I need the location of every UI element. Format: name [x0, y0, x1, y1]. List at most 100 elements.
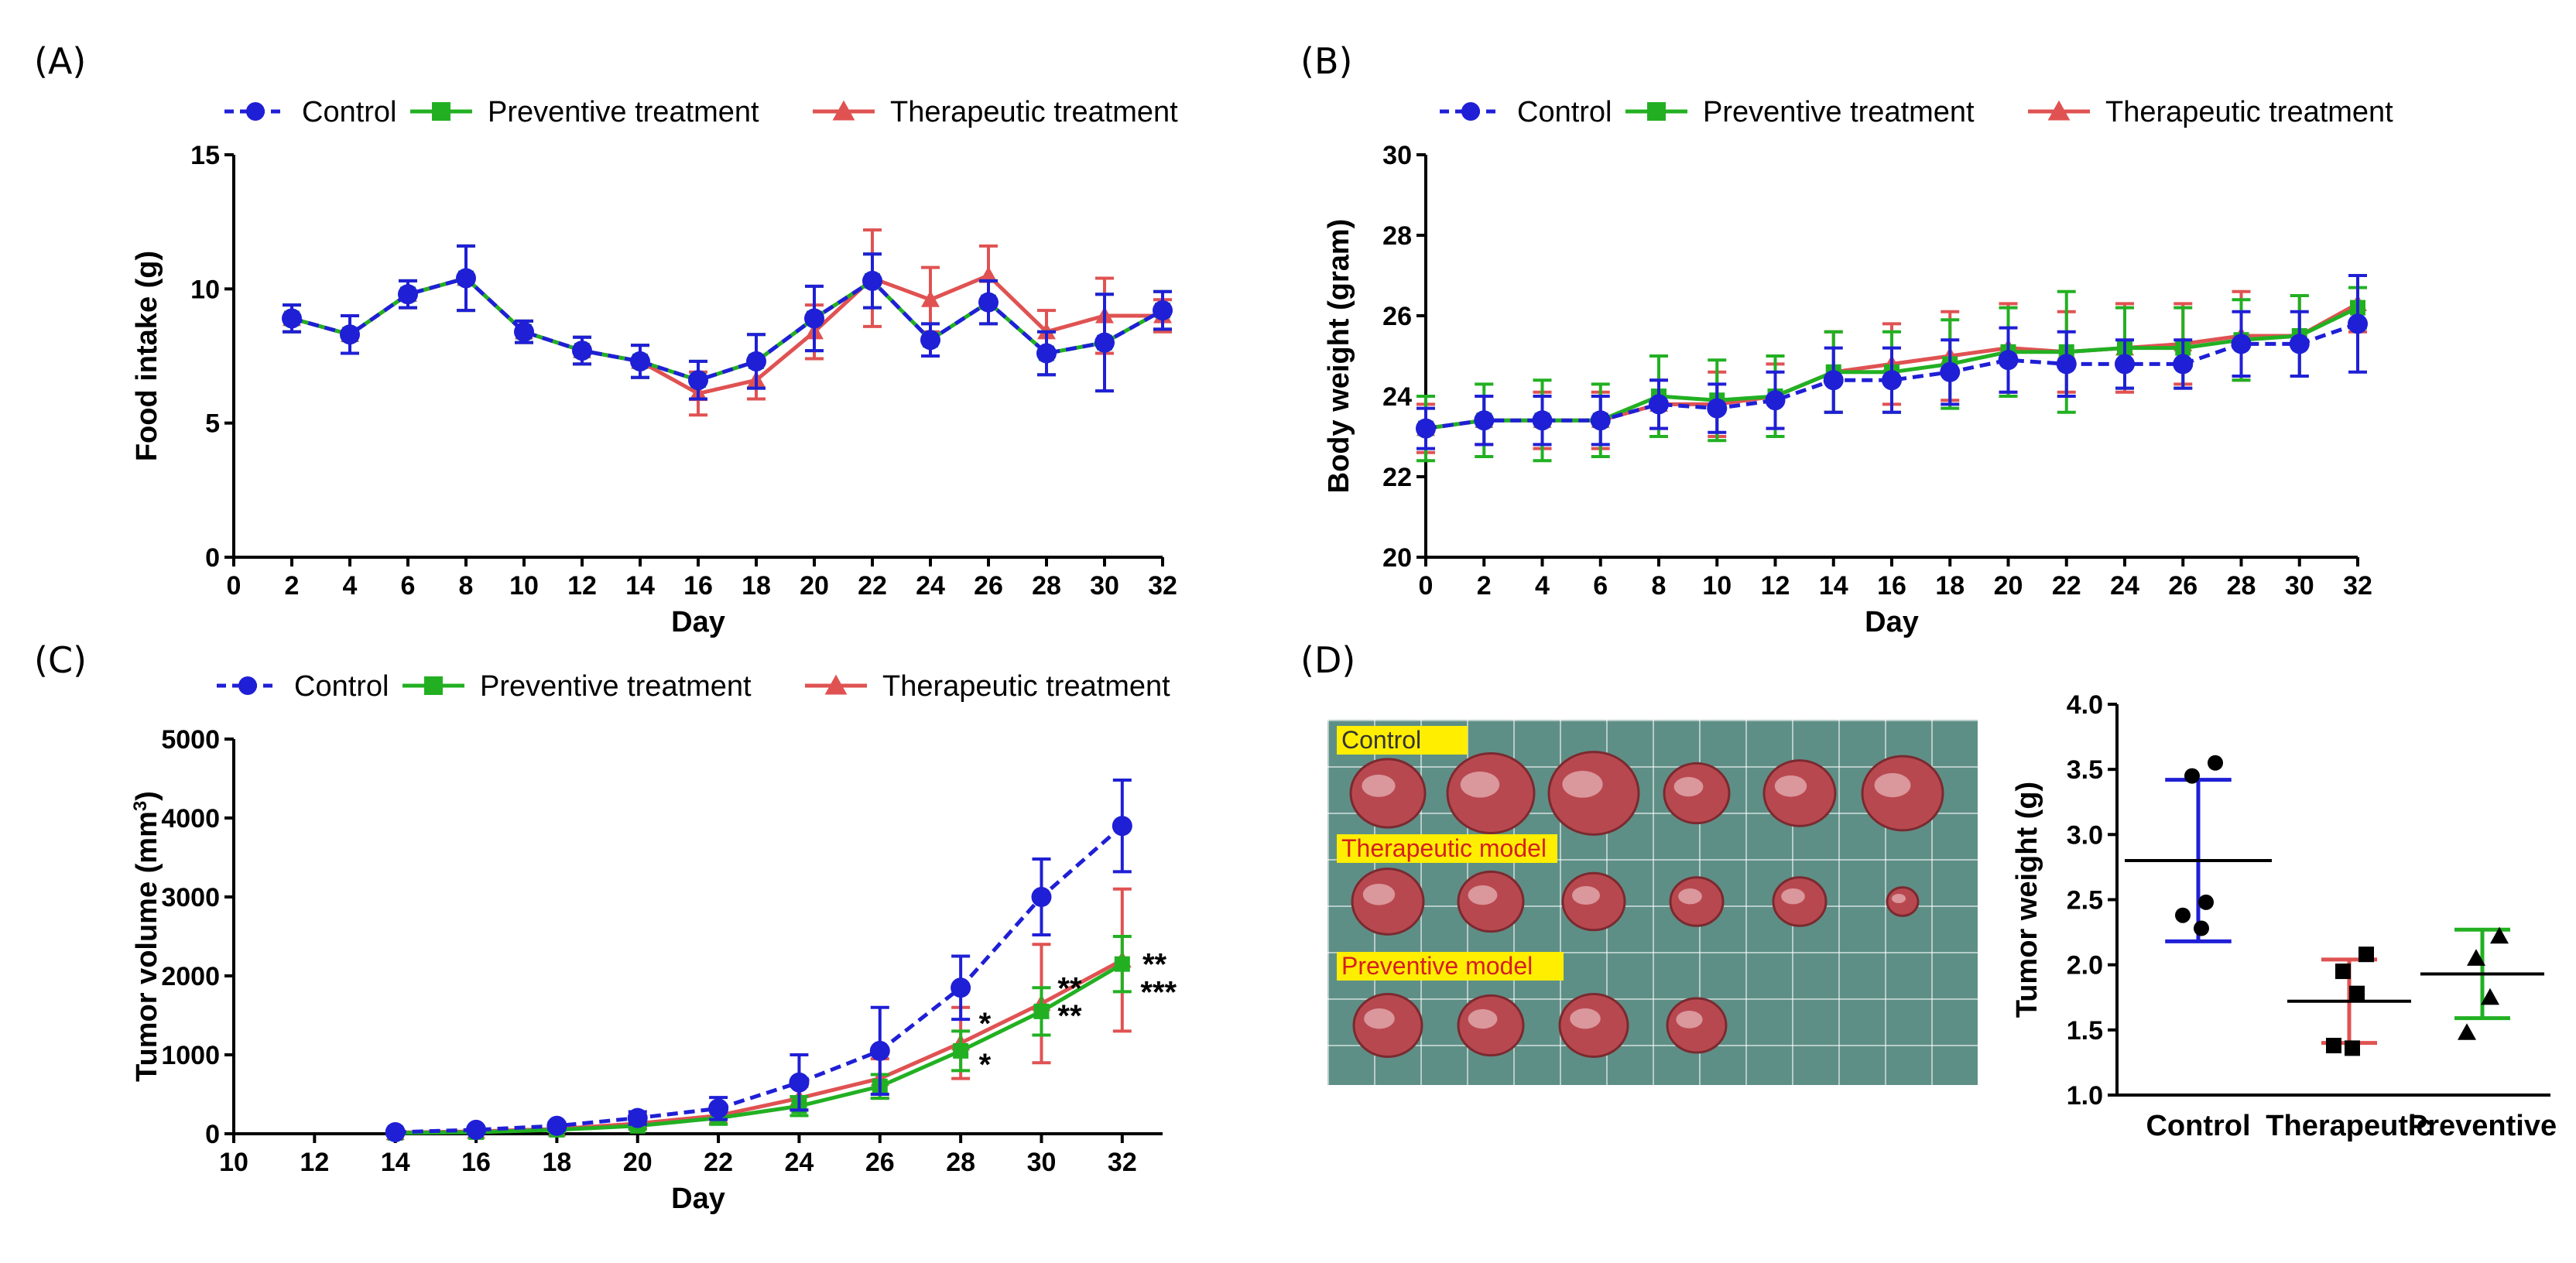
legend-marker-0 — [246, 102, 265, 121]
point-s0-7 — [951, 977, 971, 998]
tumor-highlight-r0-3 — [1673, 777, 1704, 797]
point-s0-2 — [1532, 410, 1553, 431]
y-tick-label-4: 4000 — [161, 804, 220, 833]
point-s2-11 — [921, 290, 940, 307]
tumor-highlight-r1-1 — [1468, 885, 1498, 905]
x-tick-label-4: 18 — [542, 1148, 571, 1177]
x-tick-label-9: 28 — [946, 1148, 975, 1177]
point-s0-15 — [2289, 334, 2310, 354]
x-tick-label-14: 28 — [2227, 571, 2256, 601]
tumor-highlight-r1-4 — [1781, 888, 1805, 905]
point-s0-4 — [708, 1098, 729, 1119]
x-tick-label-3: 6 — [1593, 571, 1608, 601]
point-s0-6 — [869, 1040, 890, 1061]
x-tick-label-0: 0 — [1419, 571, 1434, 601]
point-g1-4 — [2345, 1040, 2360, 1056]
legend-label-2: Therapeutic treatment — [2105, 96, 2393, 128]
y-axis-title: Tumor volume (mm3) — [130, 791, 164, 1082]
legend-label-2: Therapeutic treatment — [882, 670, 1170, 703]
x-tick-label-10: 20 — [800, 571, 829, 601]
point-s0-0 — [385, 1121, 406, 1142]
x-tick-label-14: 28 — [1032, 571, 1061, 601]
chart-body-weight: Control Preventive treatment Therapeutic t… — [1323, 96, 2393, 638]
x-tick-label-1: 2 — [285, 571, 300, 601]
y-tick-label-5: 3.5 — [2067, 755, 2103, 785]
photo-label-therapeutic: Therapeutic model — [1337, 834, 1558, 863]
tumor-highlight-r0-4 — [1774, 775, 1807, 797]
y-tick-label-5: 30 — [1382, 141, 1412, 170]
tumor-highlight-r0-1 — [1460, 772, 1500, 798]
x-tick-label-0: 10 — [219, 1148, 248, 1177]
chart-food-intake: Control Preventive treatment Therapeutic t… — [131, 96, 1178, 638]
x-tick-label-8: 16 — [1877, 571, 1906, 601]
x-tick-label-5: 10 — [1702, 571, 1732, 601]
point-s0-1 — [340, 324, 360, 345]
x-tick-label-15: 30 — [1090, 571, 1119, 601]
legend-marker-0 — [1461, 102, 1480, 121]
point-s0-8 — [1031, 887, 1052, 907]
legend-marker-2 — [832, 100, 855, 121]
tumor-highlight-r2-0 — [1364, 1008, 1395, 1029]
series-line-2 — [291, 273, 1163, 396]
panel-letter-a: (A) — [34, 40, 87, 82]
x-tick-label-13: 26 — [2168, 571, 2197, 601]
tumor-highlight-r0-0 — [1362, 775, 1396, 797]
point-s0-8 — [1882, 370, 1902, 391]
point-s0-11 — [920, 330, 940, 351]
point-g1-2 — [2349, 985, 2365, 1001]
point-g2-3 — [2458, 1023, 2476, 1040]
x-tick-label-16: 32 — [2343, 571, 2372, 601]
point-g1-3 — [2326, 1038, 2341, 1054]
significance-5: *** — [1140, 975, 1177, 1009]
point-s0-6 — [1765, 390, 1786, 411]
legend-label-0: Control — [302, 96, 397, 128]
y-tick-label-0: 20 — [1382, 543, 1412, 573]
x-tick-label-11: 22 — [2052, 571, 2081, 601]
x-axis-title: Day — [1865, 606, 1919, 638]
point-s0-13 — [2173, 354, 2194, 375]
y-tick-label-0: 1.0 — [2067, 1081, 2103, 1111]
y-axis-title: Food intake (g) — [131, 251, 163, 461]
x-tick-label-2: 4 — [1535, 571, 1550, 601]
point-s0-1 — [466, 1119, 487, 1140]
y-tick-label-3: 2.5 — [2067, 886, 2103, 916]
legend-label-1: Preventive treatment — [480, 670, 752, 703]
point-s0-13 — [1036, 343, 1057, 364]
point-s0-5 — [572, 341, 592, 361]
point-g0-0 — [2208, 755, 2223, 771]
y-tick-label-0: 0 — [205, 543, 220, 573]
point-s0-7 — [688, 370, 708, 391]
legend-marker-1 — [1647, 102, 1666, 121]
y-tick-label-3: 3000 — [161, 883, 220, 912]
y-tick-label-4: 28 — [1382, 221, 1412, 251]
point-s0-1 — [1474, 410, 1495, 431]
x-tick-label-9: 18 — [742, 571, 771, 601]
tumor-photo: Control Therapeutic model Preventive mod… — [1327, 720, 1978, 1085]
category-label-0: Control — [2146, 1110, 2250, 1142]
panel-letter-d: (D) — [1300, 639, 1356, 681]
point-s0-7 — [1823, 370, 1844, 391]
legend-marker-2 — [824, 674, 848, 695]
point-s0-9 — [804, 308, 824, 329]
photo-label-control: Control — [1337, 726, 1468, 755]
x-tick-label-4: 8 — [459, 571, 474, 601]
point-s0-8 — [746, 351, 766, 371]
point-s0-4 — [514, 321, 534, 342]
category-label-2: Preventive — [2408, 1110, 2557, 1142]
series-line-0 — [1425, 322, 2358, 431]
point-s0-10 — [862, 270, 882, 291]
legend-label-1: Preventive treatment — [488, 96, 759, 128]
legend-label-2: Therapeutic treatment — [890, 96, 1178, 128]
point-g1-0 — [2358, 946, 2374, 963]
x-tick-label-3: 16 — [461, 1148, 491, 1177]
x-tick-label-15: 30 — [2285, 571, 2314, 601]
significance-1: * — [979, 1048, 992, 1082]
x-tick-label-5: 10 — [509, 571, 539, 601]
chart-tumor-weight: 1.0 1.5 2.0 2.5 3.0 3.5 4.0 Tumor weight (g) Con… — [2011, 690, 2557, 1142]
tumor-highlight-r1-3 — [1678, 888, 1702, 905]
point-s0-3 — [627, 1107, 648, 1128]
point-s0-9 — [1940, 361, 1961, 382]
tumor-highlight-r1-0 — [1362, 884, 1396, 905]
y-tick-label-6: 4.0 — [2067, 690, 2103, 720]
series-line-0 — [291, 276, 1164, 382]
